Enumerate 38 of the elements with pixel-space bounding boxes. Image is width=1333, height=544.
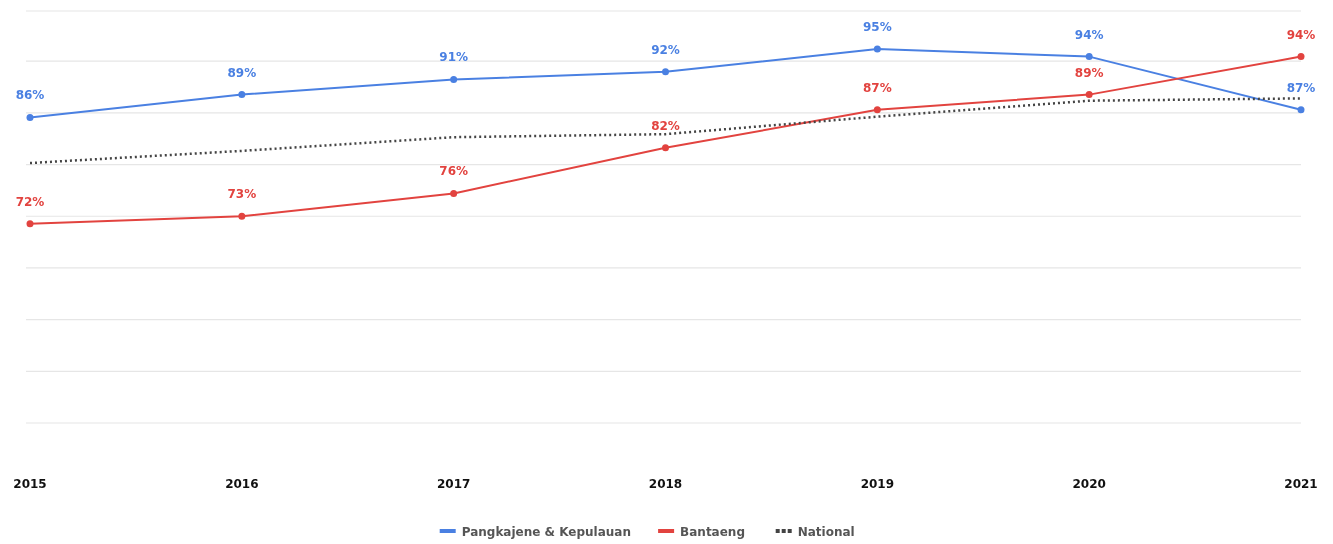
x-tick-label: 2021	[1284, 477, 1318, 491]
point	[450, 75, 458, 83]
point	[873, 45, 881, 53]
x-tick-label: 2020	[1072, 477, 1106, 491]
data-label: 87%	[862, 80, 892, 95]
data-label: 73%	[227, 187, 257, 202]
point	[238, 212, 246, 220]
point	[1085, 53, 1093, 61]
legend-label: Pangkajene & Kepulauan	[461, 525, 631, 539]
x-tick-label: 2019	[860, 477, 895, 491]
point	[238, 91, 246, 99]
data-label: 76%	[439, 164, 469, 179]
point	[450, 189, 458, 197]
data-label: 91%	[439, 50, 469, 65]
data-label: 87%	[1286, 80, 1316, 95]
point	[873, 106, 881, 114]
data-label: 92%	[651, 42, 680, 57]
point	[662, 144, 669, 152]
x-tick-label: 2015	[13, 477, 47, 491]
data-label: 94%	[1286, 27, 1316, 42]
data-label: 82%	[651, 118, 680, 133]
data-label: 94%	[1074, 27, 1104, 42]
data-label: 95%	[862, 20, 892, 35]
legend-label: National	[797, 525, 855, 539]
data-label: 89%	[227, 65, 257, 80]
legend-label: Bantaeng	[680, 525, 746, 539]
point	[1297, 53, 1305, 61]
point	[26, 113, 34, 121]
point	[662, 68, 669, 76]
x-tick-label: 2017	[436, 477, 471, 491]
x-tick-label: 2016	[225, 477, 259, 491]
point	[26, 220, 34, 228]
data-label: 72%	[15, 194, 45, 209]
data-label: 86%	[15, 88, 45, 103]
point	[1297, 106, 1305, 114]
point	[1085, 91, 1093, 99]
data-label: 89%	[1074, 65, 1104, 80]
x-tick-label: 2018	[648, 477, 683, 491]
